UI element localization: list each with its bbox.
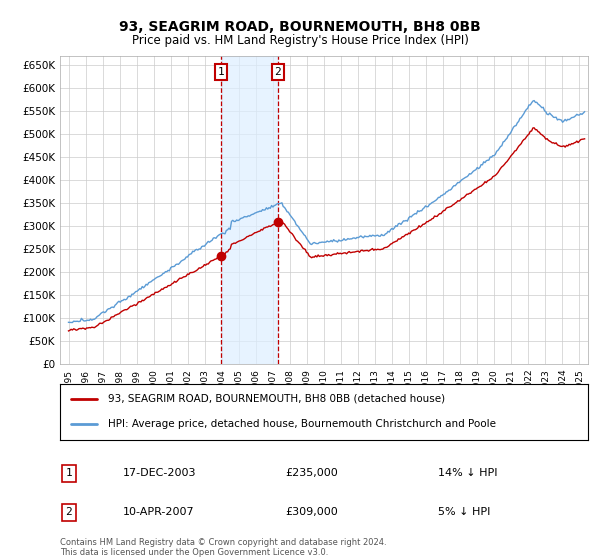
Text: 93, SEAGRIM ROAD, BOURNEMOUTH, BH8 0BB: 93, SEAGRIM ROAD, BOURNEMOUTH, BH8 0BB bbox=[119, 20, 481, 34]
Bar bbox=[221, 56, 278, 364]
Text: 1: 1 bbox=[218, 67, 224, 77]
Text: 5% ↓ HPI: 5% ↓ HPI bbox=[438, 507, 490, 517]
Text: £309,000: £309,000 bbox=[286, 507, 338, 517]
Text: 2: 2 bbox=[65, 507, 73, 517]
Text: Contains HM Land Registry data © Crown copyright and database right 2024.
This d: Contains HM Land Registry data © Crown c… bbox=[60, 538, 386, 557]
Text: 2: 2 bbox=[274, 67, 281, 77]
Text: 1: 1 bbox=[65, 468, 73, 478]
Text: 93, SEAGRIM ROAD, BOURNEMOUTH, BH8 0BB (detached house): 93, SEAGRIM ROAD, BOURNEMOUTH, BH8 0BB (… bbox=[107, 394, 445, 404]
Text: HPI: Average price, detached house, Bournemouth Christchurch and Poole: HPI: Average price, detached house, Bour… bbox=[107, 419, 496, 430]
Text: Price paid vs. HM Land Registry's House Price Index (HPI): Price paid vs. HM Land Registry's House … bbox=[131, 34, 469, 46]
Text: 17-DEC-2003: 17-DEC-2003 bbox=[123, 468, 197, 478]
Text: £235,000: £235,000 bbox=[286, 468, 338, 478]
Text: 14% ↓ HPI: 14% ↓ HPI bbox=[438, 468, 497, 478]
Text: 10-APR-2007: 10-APR-2007 bbox=[123, 507, 194, 517]
